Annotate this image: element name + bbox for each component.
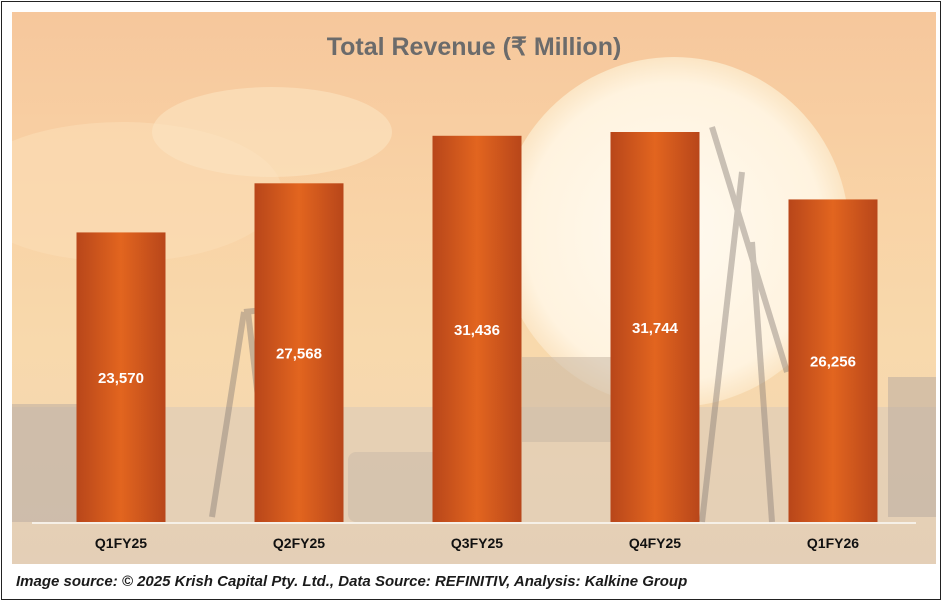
data-labels-layer: 23,570 27,568 31,436 31,744 26,256: [98, 320, 856, 387]
container-stack: [522, 357, 612, 442]
bar-value-label: 31,436: [454, 322, 500, 339]
x-tick-label: Q3FY25: [451, 535, 503, 551]
bar-value-label: 27,568: [276, 346, 322, 363]
chart-area: 23,570 27,568 31,436 31,744 26,256 Q1FY25 Q2F…: [12, 12, 936, 564]
bar-q1fy26: [788, 199, 878, 523]
chart-svg: 23,570 27,568 31,436 31,744 26,256 Q1FY25 Q2F…: [12, 57, 936, 564]
bar-q2fy25: [254, 183, 344, 522]
bar-q1fy25: [76, 232, 166, 522]
container-stack: [12, 404, 87, 522]
tank-shape: [348, 452, 443, 522]
x-tick-label: Q1FY26: [807, 535, 859, 551]
x-tick-label: Q1FY25: [95, 535, 147, 551]
x-tick-label: Q2FY25: [273, 535, 325, 551]
bar-value-label: 23,570: [98, 370, 144, 387]
bar-value-label: 31,744: [632, 320, 679, 337]
x-tick-label: Q4FY25: [629, 535, 681, 551]
x-tick-labels-layer: Q1FY25 Q2FY25 Q3FY25 Q4FY25 Q1FY26: [95, 535, 859, 551]
bar-value-label: 26,256: [810, 354, 856, 371]
bar-q3fy25: [432, 135, 522, 522]
cloud-shape: [152, 87, 392, 177]
bars-layer: [76, 132, 878, 523]
container-stack: [888, 377, 936, 517]
bar-q4fy25: [610, 132, 700, 522]
chart-title: Total Revenue (₹ Million): [326, 33, 622, 61]
image-source-caption: Image source: © 2025 Krish Capital Pty. …: [16, 573, 688, 590]
